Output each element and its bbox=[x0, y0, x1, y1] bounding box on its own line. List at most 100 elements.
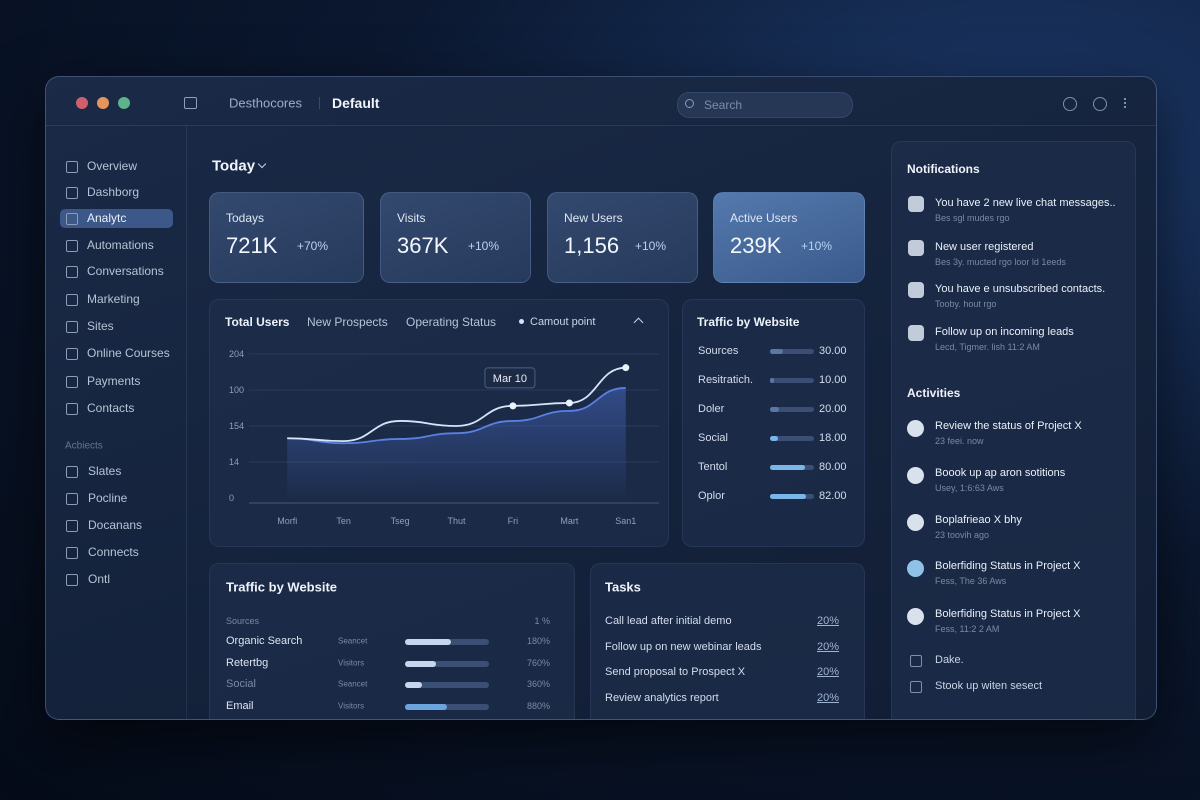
window-control[interactable] bbox=[97, 97, 109, 109]
nav-icon bbox=[66, 240, 78, 252]
panel-title: Notifications bbox=[907, 162, 980, 176]
stat-value: 1,156 bbox=[564, 233, 620, 258]
nav-item[interactable]: Payments bbox=[87, 374, 141, 388]
activity-text[interactable]: Stook up witen sesect bbox=[935, 680, 1043, 692]
traffic-table-panel bbox=[209, 563, 575, 719]
avatar bbox=[907, 467, 924, 484]
nav-icon bbox=[66, 266, 78, 278]
y-tick-label: 0 bbox=[229, 493, 234, 503]
nav-item[interactable]: Pocline bbox=[88, 491, 128, 505]
bar-fill bbox=[405, 639, 452, 645]
line-series bbox=[287, 386, 626, 445]
task-percent: 20% bbox=[816, 615, 839, 627]
traffic-label: Sources bbox=[698, 345, 739, 357]
traffic-value: 82.00 bbox=[819, 490, 847, 502]
chart-tab[interactable]: Total Users bbox=[225, 315, 290, 329]
stat-change: +10% bbox=[468, 239, 500, 253]
chart-tab[interactable]: Operating Status bbox=[406, 315, 497, 329]
bar-track bbox=[770, 407, 814, 412]
traffic-label: Resitratich. bbox=[698, 374, 754, 386]
y-tick-label: 14 bbox=[229, 457, 239, 467]
activity-text[interactable]: Bolerfiding Status in Project X bbox=[935, 608, 1081, 620]
chart-tab[interactable]: New Prospects bbox=[307, 315, 388, 329]
header-icon[interactable] bbox=[1093, 97, 1107, 111]
bar-fill bbox=[770, 436, 778, 441]
tasks-panel bbox=[590, 563, 865, 719]
avatar bbox=[907, 514, 924, 531]
nav-icon bbox=[66, 520, 78, 532]
notification-text[interactable]: New user registered bbox=[935, 241, 1034, 253]
nav-item[interactable]: Overview bbox=[87, 159, 138, 173]
legend-label: Camout point bbox=[530, 316, 596, 328]
notification-icon bbox=[908, 196, 924, 212]
search-placeholder: Search bbox=[704, 98, 743, 112]
activity-text[interactable]: Boook up ap aron sotitions bbox=[935, 467, 1066, 479]
side-panel bbox=[891, 141, 1136, 719]
task-name[interactable]: Send proposal to Prospect X bbox=[605, 666, 746, 679]
notification-time: Bes 3y. mucted rgo loor ld 1eeds bbox=[935, 257, 1066, 267]
stat-card bbox=[380, 192, 531, 283]
stat-change: +10% bbox=[801, 239, 833, 253]
dropdown-caret[interactable] bbox=[257, 159, 267, 169]
notification-text[interactable]: You have 2 new live chat messages.. bbox=[935, 197, 1116, 209]
app-window: Desthocores Default Search Overview Dashborg… bbox=[45, 76, 1157, 720]
nav-item[interactable]: Automations bbox=[87, 238, 154, 252]
activity-text[interactable]: Dake. bbox=[935, 654, 964, 666]
x-tick-label: Fri bbox=[508, 516, 519, 526]
avatar bbox=[907, 420, 924, 437]
section-heading: Today bbox=[212, 157, 256, 175]
bar-track bbox=[405, 704, 489, 711]
nav-item[interactable]: Analytc bbox=[87, 211, 127, 225]
task-name[interactable]: Review analytics report bbox=[605, 692, 719, 705]
bar-track bbox=[770, 378, 814, 383]
notification-icon bbox=[908, 325, 924, 341]
nav-icon bbox=[66, 161, 78, 173]
nav-item[interactable]: Sites bbox=[87, 319, 114, 333]
notification-icon bbox=[908, 240, 924, 256]
x-tick-label: San1 bbox=[615, 516, 636, 526]
stat-label: Todays bbox=[226, 211, 265, 225]
source-percent: 360% bbox=[526, 679, 550, 690]
nav-item[interactable]: Ontl bbox=[88, 572, 111, 586]
window-control[interactable] bbox=[76, 97, 88, 109]
source-percent: 880% bbox=[526, 701, 550, 712]
nav-item[interactable]: Online Courses bbox=[87, 346, 170, 360]
nav-item[interactable]: Contacts bbox=[87, 401, 135, 415]
nav-item[interactable]: Docanans bbox=[88, 518, 143, 532]
nav-item[interactable]: Slates bbox=[88, 464, 122, 478]
source-type: Seancet bbox=[338, 679, 368, 689]
nav-icon bbox=[66, 466, 78, 478]
task-name[interactable]: Follow up on new webinar leads bbox=[605, 640, 762, 653]
search-box[interactable] bbox=[677, 92, 853, 118]
stat-label: Active Users bbox=[730, 211, 798, 225]
nav-item[interactable]: Dashborg bbox=[87, 185, 140, 199]
nav-item[interactable]: Marketing bbox=[87, 292, 140, 306]
notification-text[interactable]: You have e unsubscribed contacts. bbox=[935, 283, 1106, 295]
activity-text[interactable]: Review the status of Project X bbox=[935, 420, 1082, 432]
y-tick-label: 100 bbox=[229, 385, 244, 395]
header-icon[interactable] bbox=[1063, 97, 1077, 111]
sidebar-toggle[interactable] bbox=[184, 97, 197, 109]
traffic-label: Tentol bbox=[698, 461, 728, 473]
activity-text[interactable]: Bolerfiding Status in Project X bbox=[935, 560, 1081, 572]
data-point bbox=[565, 399, 573, 407]
nav-item[interactable]: Connects bbox=[88, 545, 139, 559]
avatar bbox=[907, 560, 924, 577]
menu-icon[interactable] bbox=[1124, 98, 1129, 108]
notification-text[interactable]: Follow up on incoming leads bbox=[935, 326, 1074, 338]
x-tick-label: Thut bbox=[447, 516, 466, 526]
nav-icon bbox=[66, 213, 78, 225]
panel-title: Traffic by Website bbox=[226, 579, 338, 595]
activity-text[interactable]: Boplafrieao X bhy bbox=[935, 514, 1022, 526]
nav-icon bbox=[66, 403, 78, 415]
window-control[interactable] bbox=[118, 97, 130, 109]
source-percent: 180% bbox=[526, 636, 550, 646]
activity-time: 23 feei. now bbox=[935, 436, 984, 446]
x-tick-label: Mart bbox=[560, 516, 578, 526]
source-type: Visitors bbox=[338, 701, 365, 711]
task-name[interactable]: Call lead after initial demo bbox=[605, 615, 732, 627]
traffic-panel bbox=[682, 299, 865, 547]
nav-item[interactable]: Conversations bbox=[87, 264, 164, 278]
notification-icon bbox=[908, 282, 924, 298]
